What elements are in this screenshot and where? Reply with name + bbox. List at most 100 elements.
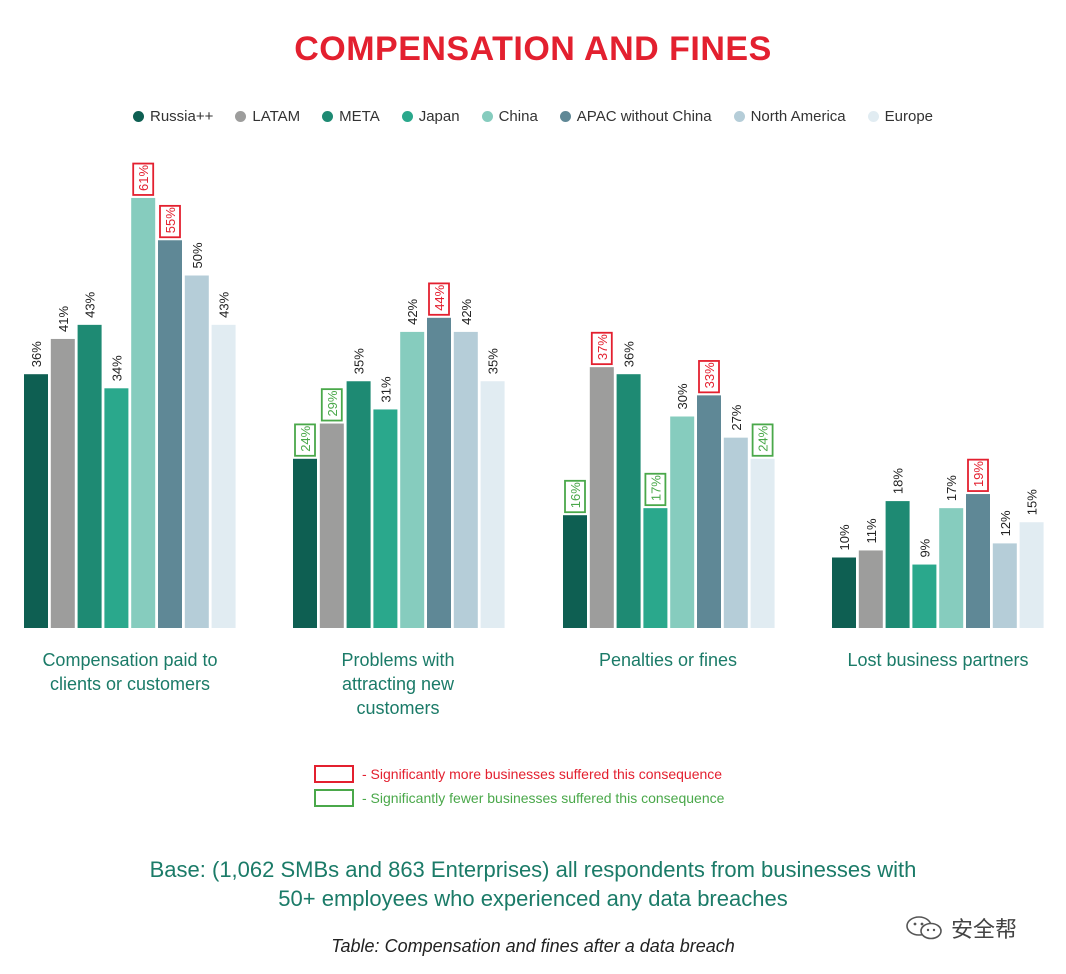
- bar: [400, 331, 425, 628]
- bar: [723, 437, 748, 628]
- bar: [616, 374, 641, 628]
- data-label: 17%: [648, 475, 663, 501]
- base-line-1: Base: (1,062 SMBs and 863 Enterprises) a…: [149, 857, 917, 882]
- watermark-text: 安全帮: [951, 918, 1018, 943]
- bar: [912, 564, 937, 628]
- bar: [858, 550, 883, 628]
- data-label: 55%: [163, 207, 178, 233]
- significance-box: [644, 472, 667, 507]
- data-label: 24%: [756, 425, 771, 451]
- bar: [24, 374, 48, 628]
- legend-swatch: [132, 110, 144, 122]
- legend-swatch: [401, 110, 413, 122]
- bar: [184, 275, 209, 628]
- bar: [670, 416, 695, 628]
- key-fewer: - Significantly fewer businesses suffere…: [314, 789, 724, 807]
- legend-swatch: [481, 110, 493, 122]
- bar: [939, 508, 964, 628]
- bar: [966, 494, 990, 628]
- bar: [319, 423, 344, 628]
- wechat-icon: [906, 916, 942, 940]
- legend-label: LATAM: [252, 107, 301, 125]
- data-label: 36%: [622, 341, 637, 367]
- data-label: 43%: [83, 291, 98, 317]
- data-label: 37%: [595, 334, 610, 360]
- legend-item: China: [481, 107, 538, 125]
- bar: [992, 543, 1017, 628]
- legend-label: Europe: [884, 107, 934, 125]
- bar: [885, 501, 910, 628]
- significance-box: [751, 423, 774, 457]
- group-label-penalties: Penalties or fines: [548, 648, 788, 672]
- data-label: 41%: [56, 305, 71, 331]
- data-label: 27%: [729, 404, 744, 430]
- group-label-line: customers: [356, 698, 440, 718]
- data-label: 33%: [702, 362, 717, 388]
- group-label-attracting-customers: Problems with attracting new customers: [278, 648, 518, 720]
- legend-swatch: [322, 110, 334, 122]
- bar: [453, 331, 478, 628]
- bar: [563, 515, 587, 628]
- legend-swatch: [867, 110, 879, 122]
- bar: [104, 388, 129, 628]
- key-more-text: - Significantly more businesses suffered…: [362, 766, 723, 782]
- significance-box: [564, 479, 586, 514]
- group-label-compensation: Compensation paid to clients or customer…: [10, 648, 250, 696]
- bar-chart: 36% 41% 43% 34% 61% 55% 50% 43% 24% 29% 35% 31% 42% 4…: [24, 162, 1044, 628]
- significance-box: [428, 282, 450, 316]
- data-label: 29%: [325, 390, 340, 416]
- data-label: 50%: [190, 242, 205, 268]
- bar: [50, 338, 75, 628]
- bar: [750, 458, 775, 628]
- legend-item: Europe: [867, 107, 934, 125]
- data-label: 18%: [891, 468, 906, 494]
- data-label: 12%: [998, 510, 1013, 536]
- legend-label: META: [339, 107, 380, 125]
- group-label-line: clients or customers: [49, 674, 211, 694]
- bar: [211, 324, 236, 628]
- data-label: 43%: [217, 291, 232, 317]
- data-label: 44%: [432, 284, 447, 310]
- chart-legend: Russia++ LATAM META Japan China APAC without …: [0, 105, 1066, 127]
- legend-item: APAC without China: [559, 108, 712, 125]
- key-more: - Significantly more businesses suffered…: [314, 765, 722, 783]
- data-label: 30%: [675, 383, 690, 409]
- legend-item: LATAM: [235, 108, 300, 125]
- key-more-box: [314, 765, 354, 783]
- significance-box: [294, 423, 316, 457]
- group-label-line: Compensation paid to: [42, 650, 218, 670]
- bar: [589, 367, 614, 628]
- legend-label: Japan: [418, 107, 460, 125]
- bar: [346, 381, 371, 628]
- data-label: 24%: [298, 425, 313, 451]
- legend-item: Japan: [401, 107, 460, 125]
- data-label: 42%: [405, 298, 420, 324]
- legend-item: Russia++: [132, 108, 213, 125]
- legend-swatch: [733, 110, 745, 122]
- bar: [480, 381, 505, 628]
- legend-swatch: [559, 110, 571, 122]
- legend-label: China: [498, 107, 538, 125]
- group-label-lost-partners: Lost business partners: [808, 648, 1066, 672]
- legend-item: North America: [733, 108, 846, 125]
- data-label: 10%: [837, 524, 852, 550]
- base-line-2: 50+ employees who experienced any data b…: [278, 886, 788, 911]
- group-label-line: Problems with: [341, 650, 455, 670]
- data-label: 9%: [917, 538, 932, 557]
- data-label: 19%: [971, 461, 986, 487]
- base-note: Base: (1,062 SMBs and 863 Enterprises) a…: [0, 855, 1066, 913]
- data-label: 35%: [486, 348, 501, 374]
- group-label-line: attracting new: [341, 674, 455, 694]
- group-label-line: Penalties or fines: [598, 650, 738, 670]
- bar: [131, 197, 156, 628]
- key-fewer-box: [314, 789, 354, 807]
- data-label: 42%: [459, 298, 474, 324]
- significance-box: [320, 388, 343, 422]
- group-label-line: Lost business partners: [847, 650, 1029, 670]
- significance-box: [967, 458, 989, 492]
- significance-box: [590, 331, 613, 366]
- data-label: 16%: [568, 482, 583, 508]
- bar: [293, 458, 317, 628]
- bar: [77, 324, 102, 628]
- significance-box: [698, 360, 720, 394]
